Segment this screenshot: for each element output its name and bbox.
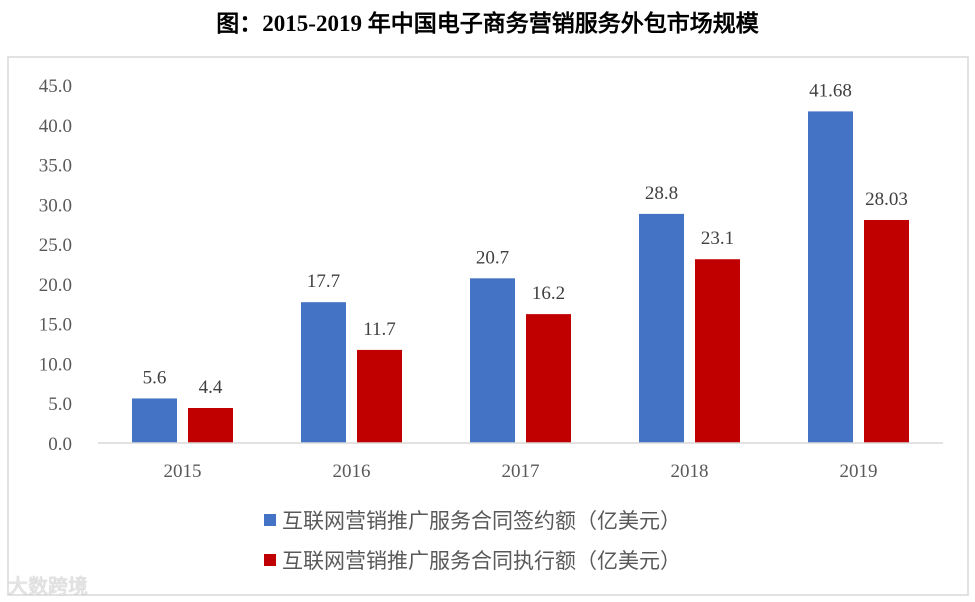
bar-executed-2016 (357, 349, 402, 443)
bar-signed-2018 (639, 213, 684, 443)
x-tick-label: 2017 (502, 461, 540, 482)
x-tick-label: 2018 (671, 461, 709, 482)
y-tick-label: 20.0 (39, 275, 72, 296)
data-label: 28.03 (865, 189, 908, 210)
data-label: 23.1 (701, 228, 734, 249)
y-tick-label: 25.0 (39, 235, 72, 256)
bar-signed-2017 (470, 278, 515, 443)
watermark: 大数跨境 (8, 574, 88, 598)
data-label: 4.4 (199, 377, 223, 398)
data-label: 41.68 (809, 80, 852, 101)
bar-executed-2015 (188, 407, 233, 443)
y-tick-label: 40.0 (39, 116, 72, 137)
legend-label: 互联网营销推广服务合同签约额（亿美元） (282, 509, 681, 533)
data-label: 28.8 (645, 183, 678, 204)
y-tick-label: 0.0 (48, 434, 72, 455)
legend-swatch (264, 554, 276, 566)
y-tick-label: 35.0 (39, 156, 72, 177)
data-label: 11.7 (363, 319, 396, 340)
x-tick-label: 2019 (840, 461, 878, 482)
x-tick-label: 2015 (164, 461, 202, 482)
bar-executed-2017 (526, 314, 571, 443)
y-tick-label: 10.0 (39, 354, 72, 375)
data-label: 16.2 (532, 283, 565, 304)
y-tick-label: 30.0 (39, 195, 72, 216)
bar-executed-2018 (695, 259, 740, 443)
legend-label: 互联网营销推广服务合同执行额（亿美元） (282, 549, 681, 573)
bar-executed-2019 (864, 220, 909, 443)
y-tick-label: 15.0 (39, 315, 72, 336)
bar-signed-2019 (808, 111, 853, 443)
bar-signed-2016 (301, 302, 346, 443)
legend-swatch (264, 514, 276, 526)
x-tick-label: 2016 (333, 461, 371, 482)
data-label: 17.7 (307, 271, 340, 292)
y-tick-label: 5.0 (48, 394, 72, 415)
chart-title: 图：2015-2019 年中国电子商务营销服务外包市场规模 (216, 11, 759, 36)
chart-frame (7, 56, 969, 596)
y-tick-label: 45.0 (39, 76, 72, 97)
data-label: 5.6 (143, 367, 167, 388)
data-label: 20.7 (476, 247, 509, 268)
bar-signed-2015 (132, 398, 177, 443)
